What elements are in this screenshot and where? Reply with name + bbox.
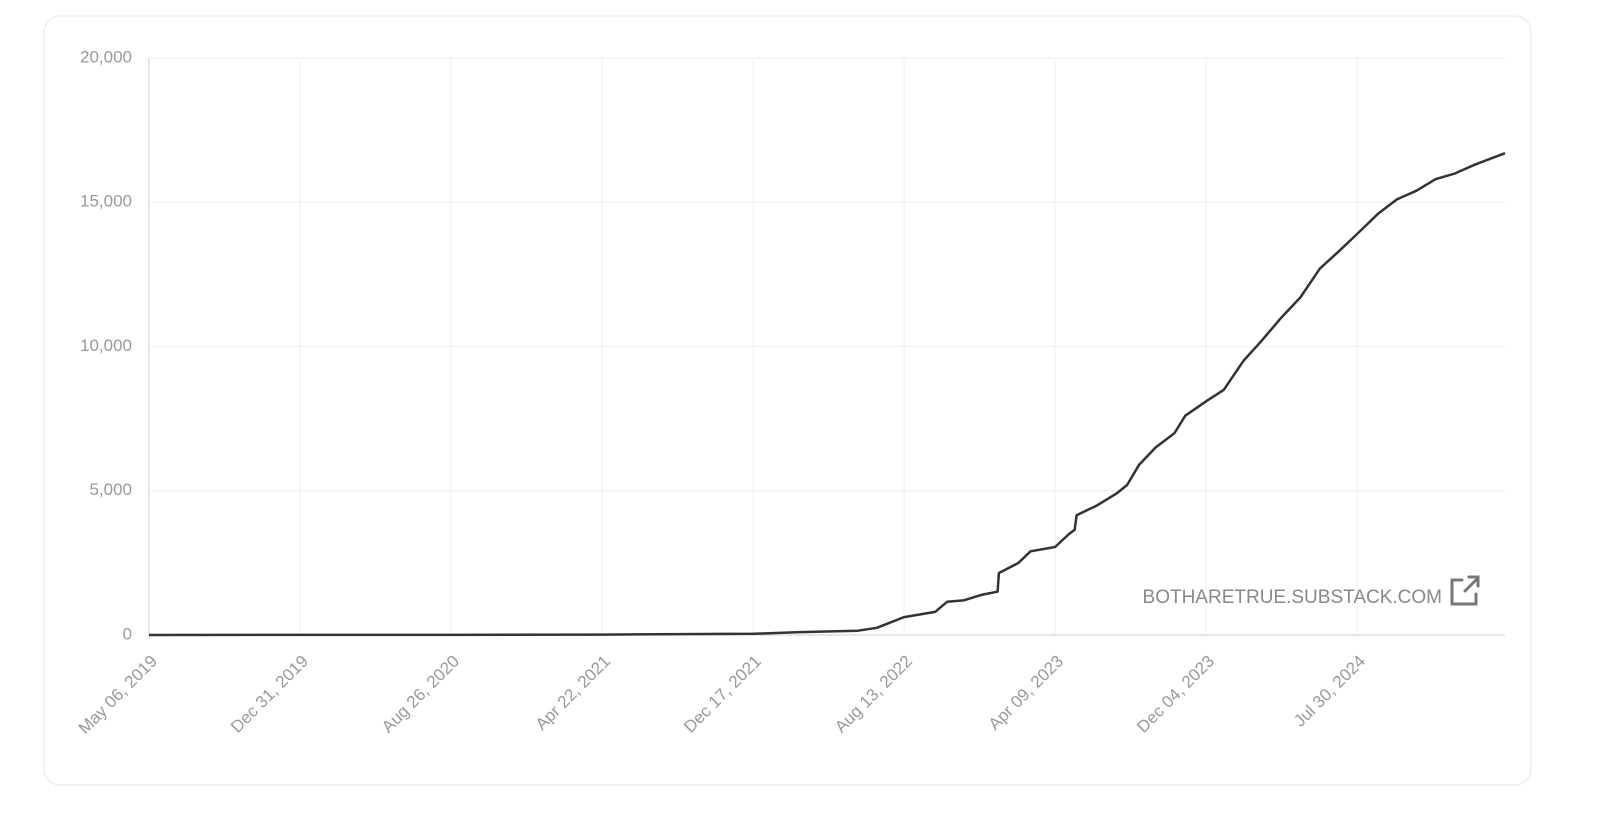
y-tick-label: 10,000	[80, 336, 132, 355]
annotation: BOTHARETRUE.SUBSTACK.COM	[1143, 587, 1442, 608]
y-tick-label: 0	[123, 624, 132, 643]
y-tick-label: 5,000	[89, 480, 132, 499]
y-tick-label: 15,000	[80, 192, 132, 211]
card	[43, 15, 1532, 786]
external-link-icon[interactable]	[1450, 575, 1480, 606]
data-line	[148, 152, 1506, 637]
y-tick-label: 20,000	[80, 47, 132, 66]
